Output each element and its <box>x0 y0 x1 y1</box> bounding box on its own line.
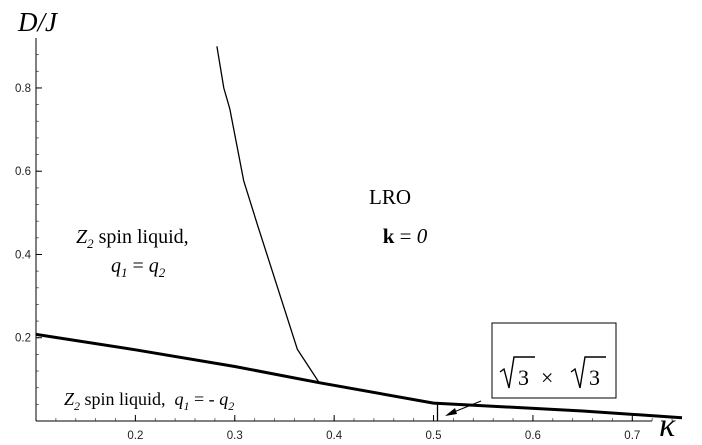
x-tick-label: 0.7 <box>624 430 640 442</box>
phase-boundary-thin-1 <box>216 46 320 384</box>
lro-title: LRO <box>369 185 411 209</box>
x-tick-label: 0.3 <box>227 430 243 442</box>
x-tick-label: 0.2 <box>127 430 143 442</box>
y-axis-title: D/J <box>17 7 59 37</box>
y-tick-label: 0.2 <box>15 333 31 345</box>
z2-upper-condition: q1 = q2 <box>111 255 166 280</box>
region-label-z2-upper: Z2 spin liquid, q1 = q2 <box>76 226 189 280</box>
radicand-left: 3 <box>518 365 529 390</box>
tick-labels: 0.2 0.3 0.4 0.5 0.6 0.7 0.2 0.4 0.6 0.8 <box>15 83 640 442</box>
lro-k-equation: k = 0 <box>383 224 428 248</box>
region-label-lro: LRO k = 0 <box>369 185 428 248</box>
x-axis-title: κ <box>659 407 676 444</box>
callout-arrowhead <box>445 408 457 416</box>
y-tick-label: 0.4 <box>15 249 32 261</box>
sqrt3-box <box>491 322 617 399</box>
z2-lower-line: Z2 spin liquid, q1 = - q2 <box>64 389 234 413</box>
region-label-z2-lower: Z2 spin liquid, q1 = - q2 <box>64 389 234 413</box>
y-tick-label: 0.6 <box>15 166 31 178</box>
sqrt3-label: 3 × 3 <box>499 356 606 390</box>
radicand-right: 3 <box>589 365 600 390</box>
radical-sign-right <box>570 356 606 389</box>
radical-sign-left <box>499 356 535 389</box>
major-ticks <box>36 87 633 421</box>
x-tick-label: 0.6 <box>525 430 541 442</box>
y-tick-label: 0.8 <box>15 83 31 95</box>
phase-boundaries <box>35 46 683 421</box>
x-tick-label: 0.4 <box>326 430 343 442</box>
sqrt3-callout: 3 × 3 <box>445 322 617 416</box>
times-sign: × <box>541 365 553 390</box>
x-tick-label: 0.5 <box>426 430 442 442</box>
z2-upper-title: Z2 spin liquid, <box>76 226 189 251</box>
